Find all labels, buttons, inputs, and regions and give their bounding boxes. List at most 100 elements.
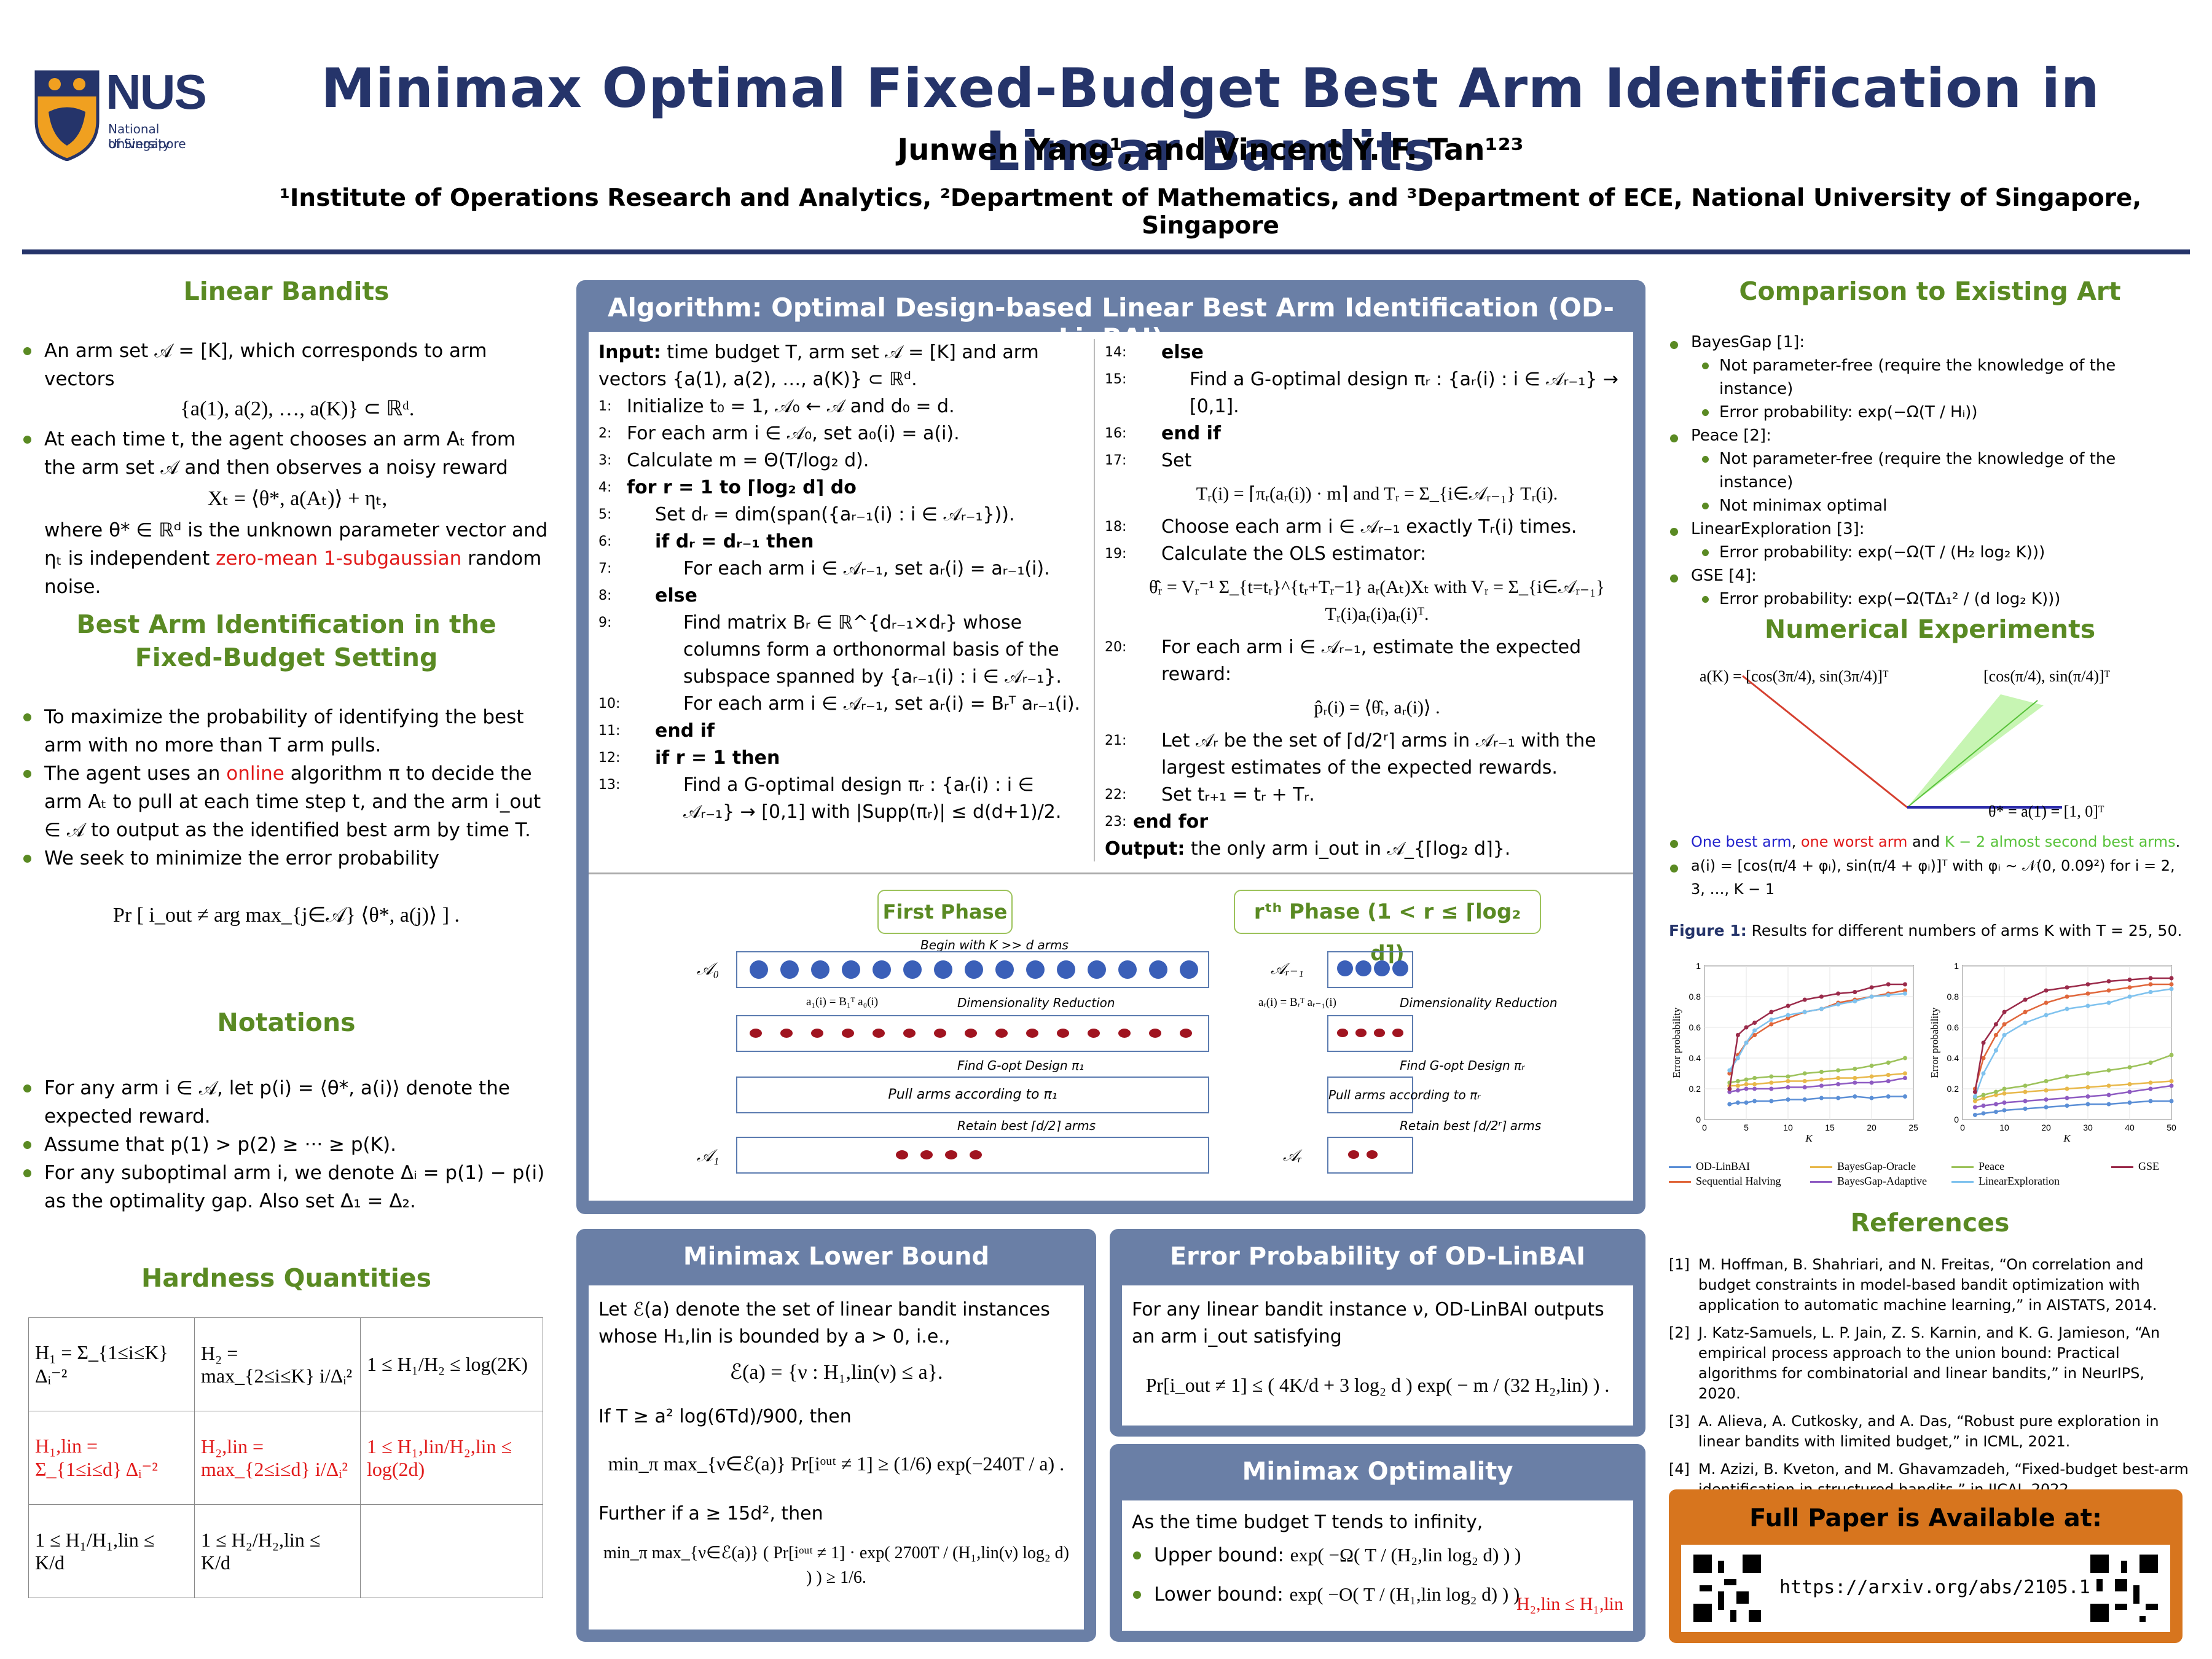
goptr-label: Find G-opt Design πᵣ (1400, 1058, 1525, 1073)
bai-bullet-3: We seek to minimize the error probabilit… (22, 844, 551, 873)
arm-dot (920, 1150, 933, 1159)
legend-label: LinearExploration (1979, 1175, 2060, 1187)
data-point (2044, 1079, 2049, 1083)
h-cell: H₂,lin = max_{2≤i≤d} i/Δᵢ² (194, 1411, 361, 1505)
data-point (2044, 1013, 2049, 1018)
arm-dot (750, 960, 768, 979)
mo-p1: As the time budget T tends to infinity, (1132, 1512, 1483, 1533)
data-point (2148, 990, 2153, 994)
x-tick-label: 0 (1702, 1123, 1707, 1132)
data-point (2085, 1003, 2090, 1008)
data-point (2148, 976, 2153, 981)
x-tick-label: 40 (2125, 1123, 2135, 1132)
arm-dot (780, 960, 799, 979)
y-tick-label: 0.6 (1689, 1022, 1701, 1032)
reference-number: [2] (1669, 1324, 1690, 1341)
data-point (2065, 1086, 2069, 1091)
data-point (1752, 1028, 1757, 1033)
data-point (1886, 1094, 1891, 1099)
alg-line-number: 7: (598, 561, 612, 576)
data-point (1727, 1102, 1732, 1107)
alg-line-text: end for (1133, 811, 1209, 833)
alg-line-number: 6: (598, 534, 612, 549)
arm-dot (1180, 1029, 1192, 1038)
data-point (2085, 982, 2090, 987)
data-point (2023, 997, 2028, 1002)
data-point (2127, 994, 2132, 999)
data-point (1769, 1074, 1774, 1079)
bai-title-1: Best Arm Identification in the (76, 610, 496, 639)
data-point (2065, 994, 2069, 999)
a1-box (736, 1137, 1209, 1174)
y-axis-label: Error probability (1671, 1007, 1682, 1078)
fullpaper-url[interactable]: https://arxiv.org/abs/2105.13017 (1779, 1577, 2135, 1598)
data-point (1727, 1071, 1732, 1076)
algorithm-panel: Algorithm: Optimal Design-based Linear B… (576, 280, 1645, 1214)
alg-diagram-divider (589, 873, 1633, 874)
num-bullet-1: One best arm, one worst arm and K − 2 al… (1669, 830, 2191, 854)
lb-tail-red: zero-mean 1-subgaussian (216, 547, 462, 570)
data-point (2044, 1097, 2049, 1102)
alg-line: 23: end for (1105, 809, 1621, 836)
nus-crest-icon (34, 70, 100, 161)
data-point (1769, 1010, 1774, 1014)
alg-line: 7: For each arm i ∈ 𝒜ᵣ₋₁, set aᵣ(i) = aᵣ₋… (598, 555, 1084, 582)
alg-line-text: For each arm i ∈ 𝒜ᵣ₋₁, estimate the expe… (1161, 637, 1582, 685)
data-point (1744, 1082, 1749, 1086)
data-point (1836, 991, 1841, 996)
notations-section: Notations For any arm i ∈ 𝒜, let p(i) = … (22, 1008, 551, 1215)
alg-line: 15: Find a G-optimal design πᵣ : {aᵣ(i) :… (1105, 366, 1621, 420)
fullpaper-title: Full Paper is Available at: (1749, 1504, 2102, 1532)
arm-dot (965, 1029, 977, 1038)
data-point (1819, 1083, 1824, 1088)
arm-dot (1367, 1150, 1378, 1159)
data-point (2169, 1083, 2174, 1088)
error-prob-title: Error Probability of OD-LinBAI (1169, 1242, 1586, 1271)
alg-line-number: 21: (1105, 733, 1127, 748)
series-line-peace (1974, 1054, 2172, 1099)
data-point (1853, 999, 1857, 1003)
x-tick-label: 10 (1783, 1123, 1793, 1132)
ep-eq: Pr[i_out ≠ 1] ≤ ( 4K/d + 3 log₂ d ) exp(… (1145, 1374, 1610, 1396)
data-point (1727, 1089, 1732, 1094)
minimax-opt-body: As the time budget T tends to infinity, … (1122, 1500, 1633, 1631)
num-b1-blue: One best arm (1691, 833, 1792, 850)
error-prob-panel: Error Probability of OD-LinBAI For any l… (1110, 1229, 1645, 1437)
arm-dot (934, 960, 952, 979)
arm-dot (1374, 960, 1390, 976)
figure-label: Figure 1: (1669, 922, 1747, 939)
alg-line: 12: if r = 1 then (598, 745, 1084, 772)
legend-label: Sequential Halving (1696, 1175, 1781, 1187)
mlb-p1: Let ℰ(a) denote the set of linear bandit… (598, 1299, 1050, 1347)
alg-line: 9: Find matrix Bᵣ ∈ ℝ^{dᵣ₋₁×dᵣ} whose col… (598, 610, 1084, 691)
alg-line-text: Set dᵣ = dim(span({aᵣ₋₁(i) : i ∈ 𝒜ᵣ₋₁}))… (655, 504, 1015, 525)
data-point (1886, 1079, 1891, 1083)
comparison-item: Peace [2]: Not parameter-free (require th… (1669, 424, 2191, 517)
minimax-opt-panel: Minimax Optimality As the time budget T … (1110, 1444, 1645, 1642)
logo-sub1: National University (108, 122, 170, 151)
data-point (2169, 982, 2174, 987)
legend-entry: GSE (2111, 1160, 2159, 1173)
legend-label: BayesGap-Adaptive (1837, 1175, 1927, 1187)
bai-bullet-2: The agent uses an online algorithm π to … (22, 759, 551, 844)
hardness-row-2: H₁,lin = Σ_{1≤i≤d} Δᵢ⁻² H₂,lin = max_{2≤… (28, 1411, 543, 1505)
data-point (1981, 1104, 1986, 1108)
alg-line: 8: else (598, 582, 1084, 610)
data-point (2065, 1104, 2069, 1108)
algorithm-body: Input: time budget T, arm set 𝒜 = [K] an… (589, 332, 1633, 1201)
data-point (2169, 1099, 2174, 1104)
data-point (2023, 1010, 2028, 1014)
y-axis-label: Error probability (1929, 1007, 1940, 1078)
rth-phase-badge: rᵗʰ Phase (1 < r ≤ ⌈log₂ d⌉) (1234, 890, 1541, 966)
legend-entry: Peace (1951, 1160, 2004, 1173)
data-point (1744, 1025, 1749, 1030)
data-point (1802, 1010, 1807, 1014)
mlb-p3: Further if a ≥ 15d², then (598, 1503, 823, 1524)
data-point (1902, 1094, 1907, 1099)
data-point (2065, 1074, 2069, 1079)
alg-line-text: for r = 1 to ⌈log₂ d⌉ do (627, 477, 857, 498)
comparison-item-name: BayesGap [1]: (1691, 333, 1805, 351)
data-point (1727, 1086, 1732, 1091)
alg-line: 4: for r = 1 to ⌈log₂ d⌉ do (598, 474, 1084, 501)
arm-dot (1088, 1029, 1100, 1038)
